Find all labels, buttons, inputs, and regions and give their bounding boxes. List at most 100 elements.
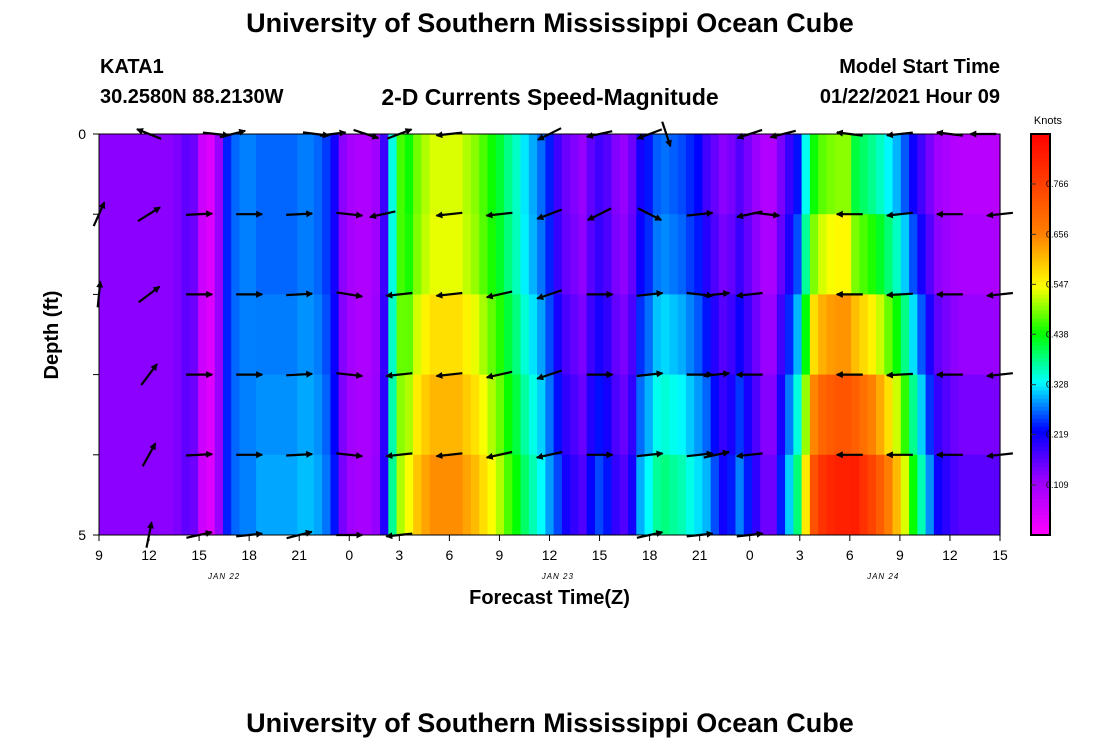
colorbar-step	[1031, 334, 1050, 340]
heat-cell	[900, 134, 910, 215]
heat-cell	[165, 214, 174, 295]
heat-cell	[239, 374, 249, 456]
heat-cell	[123, 134, 133, 215]
heat-cell	[380, 454, 389, 536]
heat-cell	[876, 454, 885, 536]
colorbar-step	[1031, 186, 1050, 191]
heat-cell	[198, 134, 208, 215]
heat-cell	[470, 134, 480, 215]
heat-cell	[628, 454, 637, 536]
heat-cell	[785, 374, 794, 456]
heat-cell	[388, 374, 398, 456]
heat-cell	[594, 454, 604, 536]
colorbar-tick-label: 0.656	[1046, 229, 1069, 239]
current-arrow	[886, 211, 913, 219]
heat-cell	[669, 454, 679, 536]
heat-cell	[231, 294, 241, 375]
heat-cell	[156, 374, 166, 456]
heat-cell	[256, 374, 265, 456]
heat-cell	[330, 374, 340, 456]
heat-cell	[752, 374, 761, 456]
colorbar-step	[1031, 210, 1050, 215]
heat-cell	[479, 374, 489, 456]
heat-cell	[561, 294, 571, 375]
colorbar-step	[1031, 214, 1050, 219]
heat-cell	[694, 214, 704, 295]
heat-cell	[652, 454, 662, 536]
heat-cell	[247, 134, 257, 215]
colorbar-step	[1031, 366, 1050, 372]
heat-cell	[355, 134, 365, 215]
heat-cell	[504, 454, 513, 536]
heat-cell	[768, 374, 778, 456]
heat-cell	[222, 134, 232, 215]
colorbar-step	[1031, 458, 1050, 464]
colorbar-step	[1031, 218, 1050, 223]
current-arrow	[336, 211, 364, 219]
heat-cell	[628, 214, 637, 295]
heat-cell	[669, 294, 679, 375]
heat-cell	[561, 214, 571, 295]
heat-cell	[900, 294, 910, 375]
heat-cell	[842, 294, 852, 375]
heat-cell	[652, 294, 662, 375]
heat-cell	[346, 294, 356, 375]
heat-cell	[743, 374, 753, 456]
heat-cell	[917, 294, 927, 375]
heat-cell	[289, 374, 298, 456]
heat-cell	[661, 454, 670, 536]
heat-cell	[413, 134, 422, 215]
heat-cell	[222, 454, 232, 536]
colorbar-tick-label: 0.547	[1046, 279, 1069, 289]
heat-cell	[479, 454, 489, 536]
heat-cell	[950, 294, 960, 375]
heat-cell	[495, 214, 505, 295]
heat-cell	[785, 134, 794, 215]
heat-cell	[933, 294, 943, 375]
heat-cell	[834, 214, 844, 295]
heat-cell	[165, 294, 174, 375]
page-footer-title: University of Southern Mississippi Ocean…	[246, 708, 854, 738]
colorbar-step	[1031, 502, 1050, 508]
heat-cell	[462, 374, 472, 456]
heat-cell	[851, 374, 861, 456]
colorbar-step	[1031, 318, 1050, 324]
colorbar-step	[1031, 394, 1050, 400]
heat-cell	[677, 294, 687, 375]
current-arrow	[686, 209, 714, 217]
station-id: KATA1	[100, 56, 164, 78]
heat-cell	[900, 214, 910, 295]
heat-cell	[99, 294, 108, 375]
current-arrow	[735, 452, 763, 460]
heat-cell	[198, 214, 208, 295]
heat-cell	[330, 294, 340, 375]
heat-cell	[578, 454, 588, 536]
heat-cell	[801, 214, 811, 295]
colorbar-step	[1031, 226, 1050, 231]
heat-cell	[156, 134, 166, 215]
heat-cell	[504, 214, 513, 295]
heat-cell	[247, 294, 257, 375]
heat-cell	[760, 454, 770, 536]
x-tick-label: 15	[592, 547, 608, 563]
heat-cell	[694, 294, 704, 375]
heat-cell	[355, 294, 365, 375]
heat-cell	[611, 214, 621, 295]
colorbar-step	[1031, 242, 1050, 247]
heat-cell	[669, 374, 679, 456]
colorbar-step	[1031, 498, 1050, 504]
colorbar-step	[1031, 414, 1050, 420]
heat-cell	[396, 374, 406, 456]
colorbar-step	[1031, 310, 1050, 316]
heat-cell	[247, 214, 257, 295]
heat-cell	[206, 214, 216, 295]
heat-cell	[983, 134, 993, 215]
heat-cell	[594, 374, 604, 456]
heat-cell	[247, 374, 257, 456]
heat-cell	[545, 214, 555, 295]
heat-cell	[322, 374, 332, 456]
colorbar-step	[1031, 166, 1050, 171]
heat-cell	[710, 214, 720, 295]
heat-cell	[355, 454, 365, 536]
colorbar-step	[1031, 494, 1050, 500]
